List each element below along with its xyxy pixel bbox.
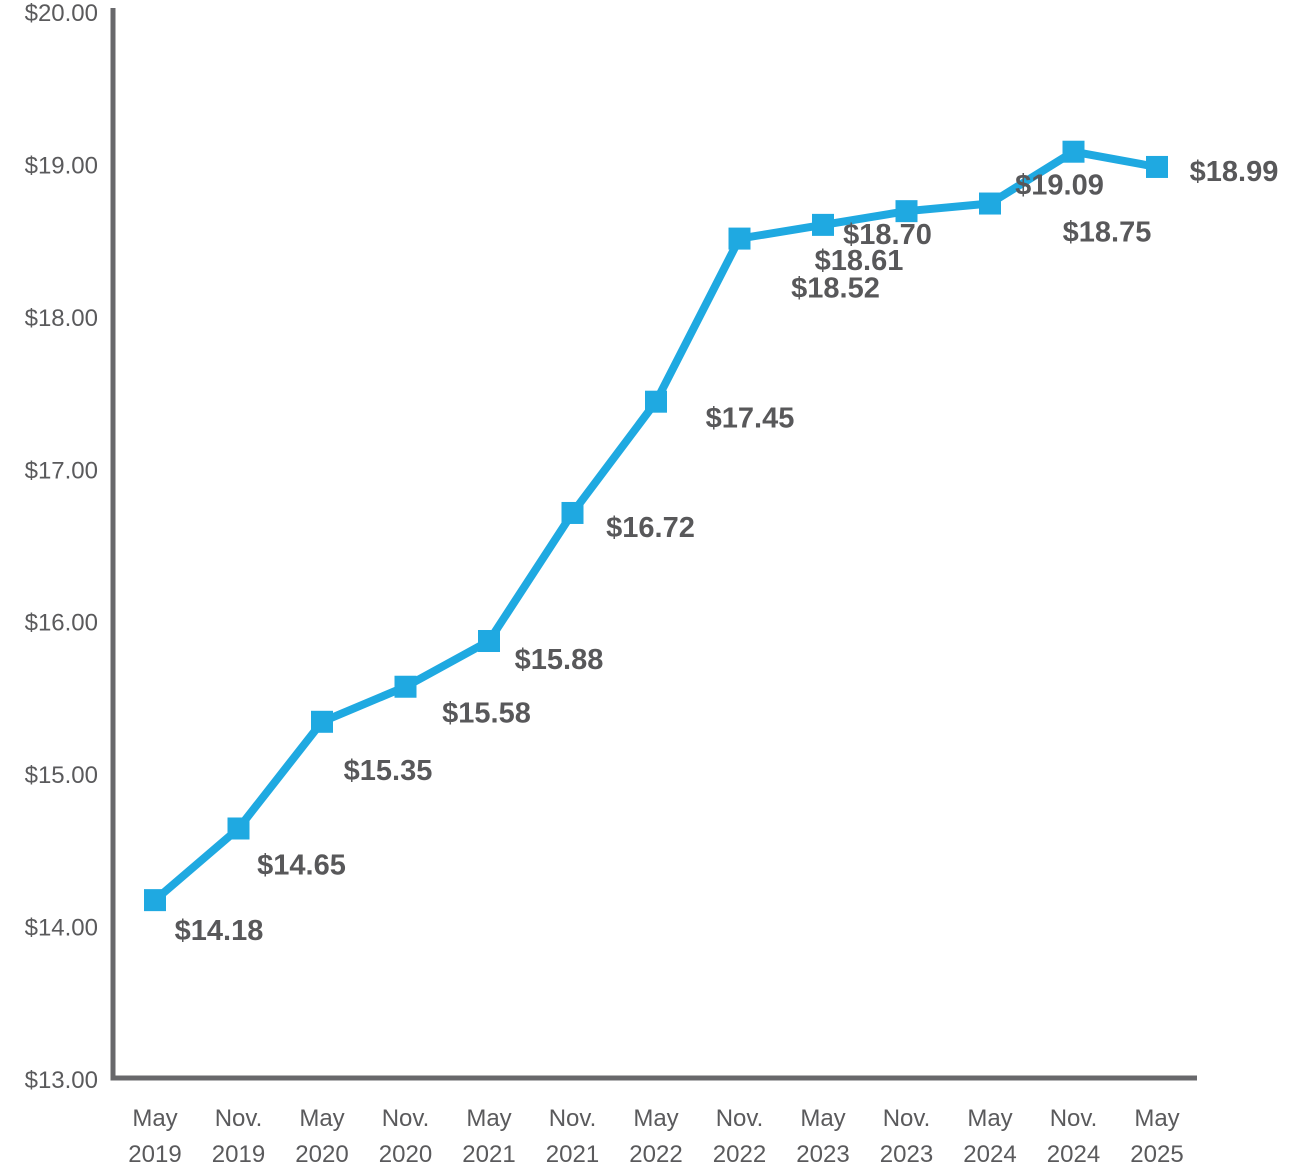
y-tick-label: $15.00 [25, 762, 98, 789]
y-tick-label: $18.00 [25, 305, 98, 332]
x-tick-label: May 2024 [963, 1105, 1016, 1168]
data-label: $18.99 [1190, 156, 1279, 188]
x-tick-label: Nov. 2021 [546, 1105, 599, 1168]
data-point-marker [895, 200, 918, 223]
data-label: $14.18 [175, 915, 264, 947]
data-point-marker [812, 213, 834, 236]
y-tick-label: $19.00 [25, 152, 98, 179]
data-point-marker [1062, 140, 1085, 163]
y-tick-label: $14.00 [25, 915, 98, 942]
y-tick-label: $20.00 [25, 0, 98, 27]
data-point-marker [144, 889, 166, 912]
data-label: $17.45 [706, 403, 795, 435]
data-label: $15.88 [515, 644, 604, 676]
data-label: $18.75 [1063, 217, 1152, 249]
y-tick-label: $17.00 [25, 457, 98, 484]
data-label: $19.09 [1015, 170, 1104, 202]
chart-axes [110, 8, 1197, 1081]
data-point-marker [478, 630, 500, 653]
data-label: $18.70 [843, 219, 932, 251]
y-tick-label: $16.00 [25, 610, 98, 637]
data-point-marker [728, 227, 751, 250]
data-point-marker [645, 390, 667, 413]
data-label: $14.65 [257, 849, 346, 881]
data-point-marker [979, 192, 1001, 215]
data-label: $18.52 [791, 273, 880, 305]
x-tick-label: Nov. 2022 [713, 1105, 766, 1168]
x-axis-ticks: May 2019 Nov. 2019 May 2020 Nov. 2020 May 2021 Nov… [128, 1105, 1183, 1168]
data-label: $15.58 [442, 698, 531, 730]
x-tick-label: Nov. 2020 [379, 1105, 432, 1168]
series-markers [144, 140, 1168, 912]
y-axis-ticks: $13.00 $14.00 $15.00 $16.00 $17.00 $18.00 $19.… [25, 0, 98, 1094]
x-tick-label: Nov. 2024 [1047, 1105, 1100, 1168]
x-tick-label: May 2021 [462, 1105, 515, 1168]
x-tick-label: Nov. 2023 [880, 1105, 933, 1168]
x-tick-label: May 2023 [796, 1105, 849, 1168]
data-label: $16.72 [606, 512, 695, 544]
data-point-marker [561, 501, 584, 524]
data-label: $18.61 [815, 245, 904, 277]
data-point-marker [227, 817, 250, 840]
data-point-marker [1146, 155, 1168, 178]
x-tick-label: May 2022 [629, 1105, 682, 1168]
x-tick-label: Nov. 2019 [212, 1105, 265, 1168]
x-tick-label: May 2020 [295, 1105, 348, 1168]
x-tick-label: May 2019 [128, 1105, 181, 1168]
data-label: $15.35 [344, 755, 433, 787]
data-point-marker [394, 675, 417, 698]
data-labels: $14.18 $14.65 $15.35 $15.58 $15.88 $16.72 $17.… [175, 156, 1279, 947]
x-tick-label: May 2025 [1130, 1105, 1183, 1168]
data-point-marker [311, 710, 333, 733]
y-tick-label: $13.00 [25, 1067, 98, 1094]
